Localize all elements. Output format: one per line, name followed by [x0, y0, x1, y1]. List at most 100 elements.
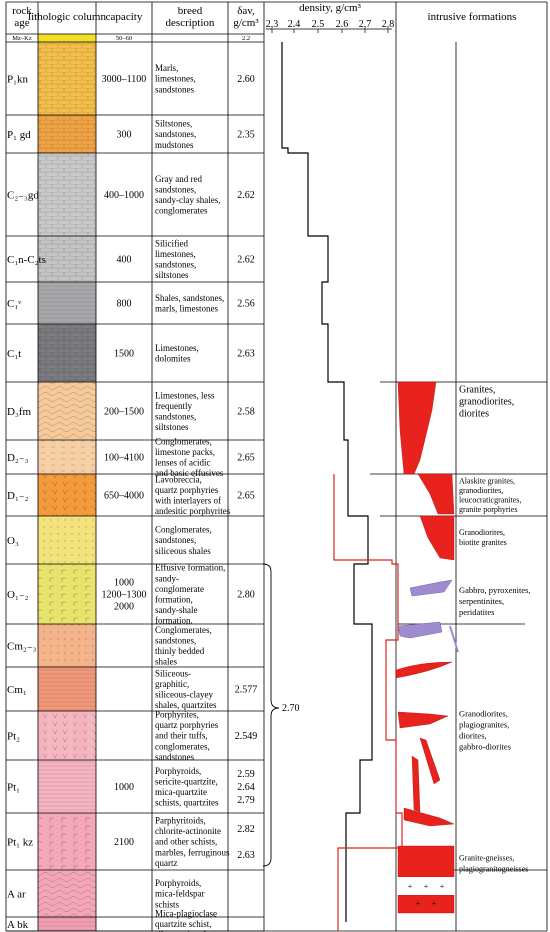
- intrusive-body-red: [417, 473, 455, 515]
- breed-description: limestone packs,: [155, 447, 215, 457]
- intrusive-label-plagiogranites: plagiogranites,: [459, 719, 509, 729]
- breed-description: quartz porphyries: [155, 485, 219, 495]
- density-profile-black: [281, 42, 373, 922]
- breed-description: Conglomerates,: [155, 625, 212, 635]
- breed-description: Conglomerates,: [155, 436, 212, 446]
- intrusive-label-gabbro: peridatites: [459, 607, 494, 617]
- breed-description: siltstone interlayers: [155, 930, 226, 932]
- breed-description: dolomites: [155, 353, 191, 363]
- breed-description: lenses of acidic: [155, 457, 210, 467]
- breed-description: sandstones: [155, 752, 194, 762]
- breed-description: Porphyrites,: [155, 709, 199, 719]
- breed-description: graphitic,: [155, 679, 189, 689]
- breed-description: Siltstones,: [155, 119, 192, 129]
- capacity-value: 2000: [114, 602, 134, 613]
- intrusive-body-red: [397, 845, 455, 878]
- breed-description: sandstones,: [155, 259, 196, 269]
- density-tick-label: 2.5: [312, 19, 325, 30]
- rock-age-label: D₂₋₃: [7, 452, 29, 464]
- granite-gneiss-gap: [398, 877, 454, 895]
- breed-description: Porphyroids,: [155, 878, 201, 888]
- delta-av-value: 2.549: [235, 731, 258, 742]
- density-tick-label: 2,7: [359, 19, 372, 30]
- delta-av-value: 2.58: [237, 407, 255, 418]
- intrusive-label-granites: diorites: [459, 409, 489, 420]
- capacity-value: 100–4100: [104, 453, 144, 464]
- breed-description: sandstones,: [155, 184, 196, 194]
- lith-pattern: [38, 813, 96, 870]
- breed-description: siltstones: [155, 422, 189, 432]
- granite-plus-symbol: +: [440, 882, 445, 891]
- breed-description: quartz porphyries: [155, 720, 219, 730]
- capacity-value: 1500: [114, 349, 134, 360]
- density-tick-label: 2,8: [382, 19, 395, 30]
- breed-description: limestones,: [155, 74, 196, 84]
- breed-description: siliceous-clayey: [155, 689, 213, 699]
- breed-description: Effusive formation,: [155, 563, 225, 573]
- breed-description: and other schists,: [155, 837, 217, 847]
- intrusive-label-alaskite: Alaskite granites,: [459, 476, 515, 485]
- brace-value: 2.70: [282, 703, 300, 714]
- lith-pattern: [38, 153, 96, 236]
- breed-description: quartz: [155, 858, 178, 868]
- intrusive-label-granite-gneisses: Granite-gneisses,: [459, 853, 514, 862]
- delta-av-value: 2.82: [237, 824, 255, 835]
- breed-description: sandstones,: [155, 635, 196, 645]
- rock-age-label: C₁n-C₂ts: [7, 254, 46, 266]
- breed-description: siliceous shales: [155, 546, 211, 556]
- density-tick-label: 2.4: [288, 19, 301, 30]
- breed-description: frequently: [155, 401, 192, 411]
- rock-age-label: C₁ᵛ: [7, 298, 22, 310]
- breed-description: Siliceous-: [155, 668, 191, 678]
- breed-description: Porphyroids,: [155, 766, 201, 776]
- mz-kz-strip: [38, 34, 96, 42]
- breed-description: sandstones,: [155, 129, 196, 139]
- intrusive-label-plagiogranites: Granodiorites,: [459, 708, 508, 718]
- header-intrusive-formations: intrusive formations: [428, 11, 517, 23]
- intrusive-body-red: [419, 515, 455, 561]
- delta-av-value: 2.56: [237, 299, 255, 310]
- header-rock-age: rock: [12, 5, 32, 17]
- lith-pattern: [38, 474, 96, 516]
- breed-description: thinly bedded: [155, 646, 205, 656]
- intrusive-body-red: [403, 807, 455, 827]
- granite-plus-symbol: +: [416, 899, 421, 908]
- delta-av-value: 2.59: [237, 769, 255, 780]
- delta-av-value: 2.62: [237, 255, 255, 266]
- rock-age-label: A ar: [7, 889, 26, 901]
- lith-pattern: [38, 870, 96, 917]
- intrusive-label-alaskite: granodiorites,: [459, 486, 503, 495]
- breed-description: Silicified: [155, 238, 188, 248]
- breed-description: conglomerate: [155, 584, 204, 594]
- intrusive-body-red: [395, 661, 453, 679]
- breed-description: Conglomerates,: [155, 525, 212, 535]
- lith-pattern: [38, 516, 96, 564]
- intrusive-body-red: [397, 894, 455, 914]
- breed-description: marbles, ferruginous: [155, 847, 230, 857]
- delta-av-value: 2.80: [237, 590, 255, 601]
- subheader-capacity: 50–60: [116, 35, 132, 42]
- breed-description: formation.: [155, 616, 193, 626]
- lith-pattern: [38, 440, 96, 474]
- density-brace: [262, 563, 280, 867]
- rock-age-label: O₃: [7, 535, 19, 547]
- lith-pattern: [38, 324, 96, 382]
- breed-description: Limestones,: [155, 343, 199, 353]
- rock-age-label: O₁₋₂: [7, 589, 29, 601]
- granite-plus-symbol: +: [408, 882, 413, 891]
- breed-description: sericite-quartzite,: [155, 776, 218, 786]
- intrusive-label-plagiogranites: diorites,: [459, 730, 487, 740]
- intrusive-label-granodiorites: Granodiorites,: [459, 528, 505, 537]
- gabbro-body-purple: [409, 579, 453, 597]
- subheader-age: Mz–Kz: [12, 35, 32, 42]
- intrusive-label-plagiogranites: gabbro-diorites: [459, 741, 511, 751]
- rock-age-label: P₁ gd: [7, 129, 31, 141]
- breed-description: chlorite-actinonite: [155, 826, 221, 836]
- rock-age-label: D₃fm: [7, 406, 31, 418]
- capacity-value: 300: [117, 130, 132, 141]
- delta-av-value: 2.65: [237, 453, 255, 464]
- lith-pattern: [38, 42, 96, 115]
- breed-description: shales, quartzites: [155, 700, 217, 710]
